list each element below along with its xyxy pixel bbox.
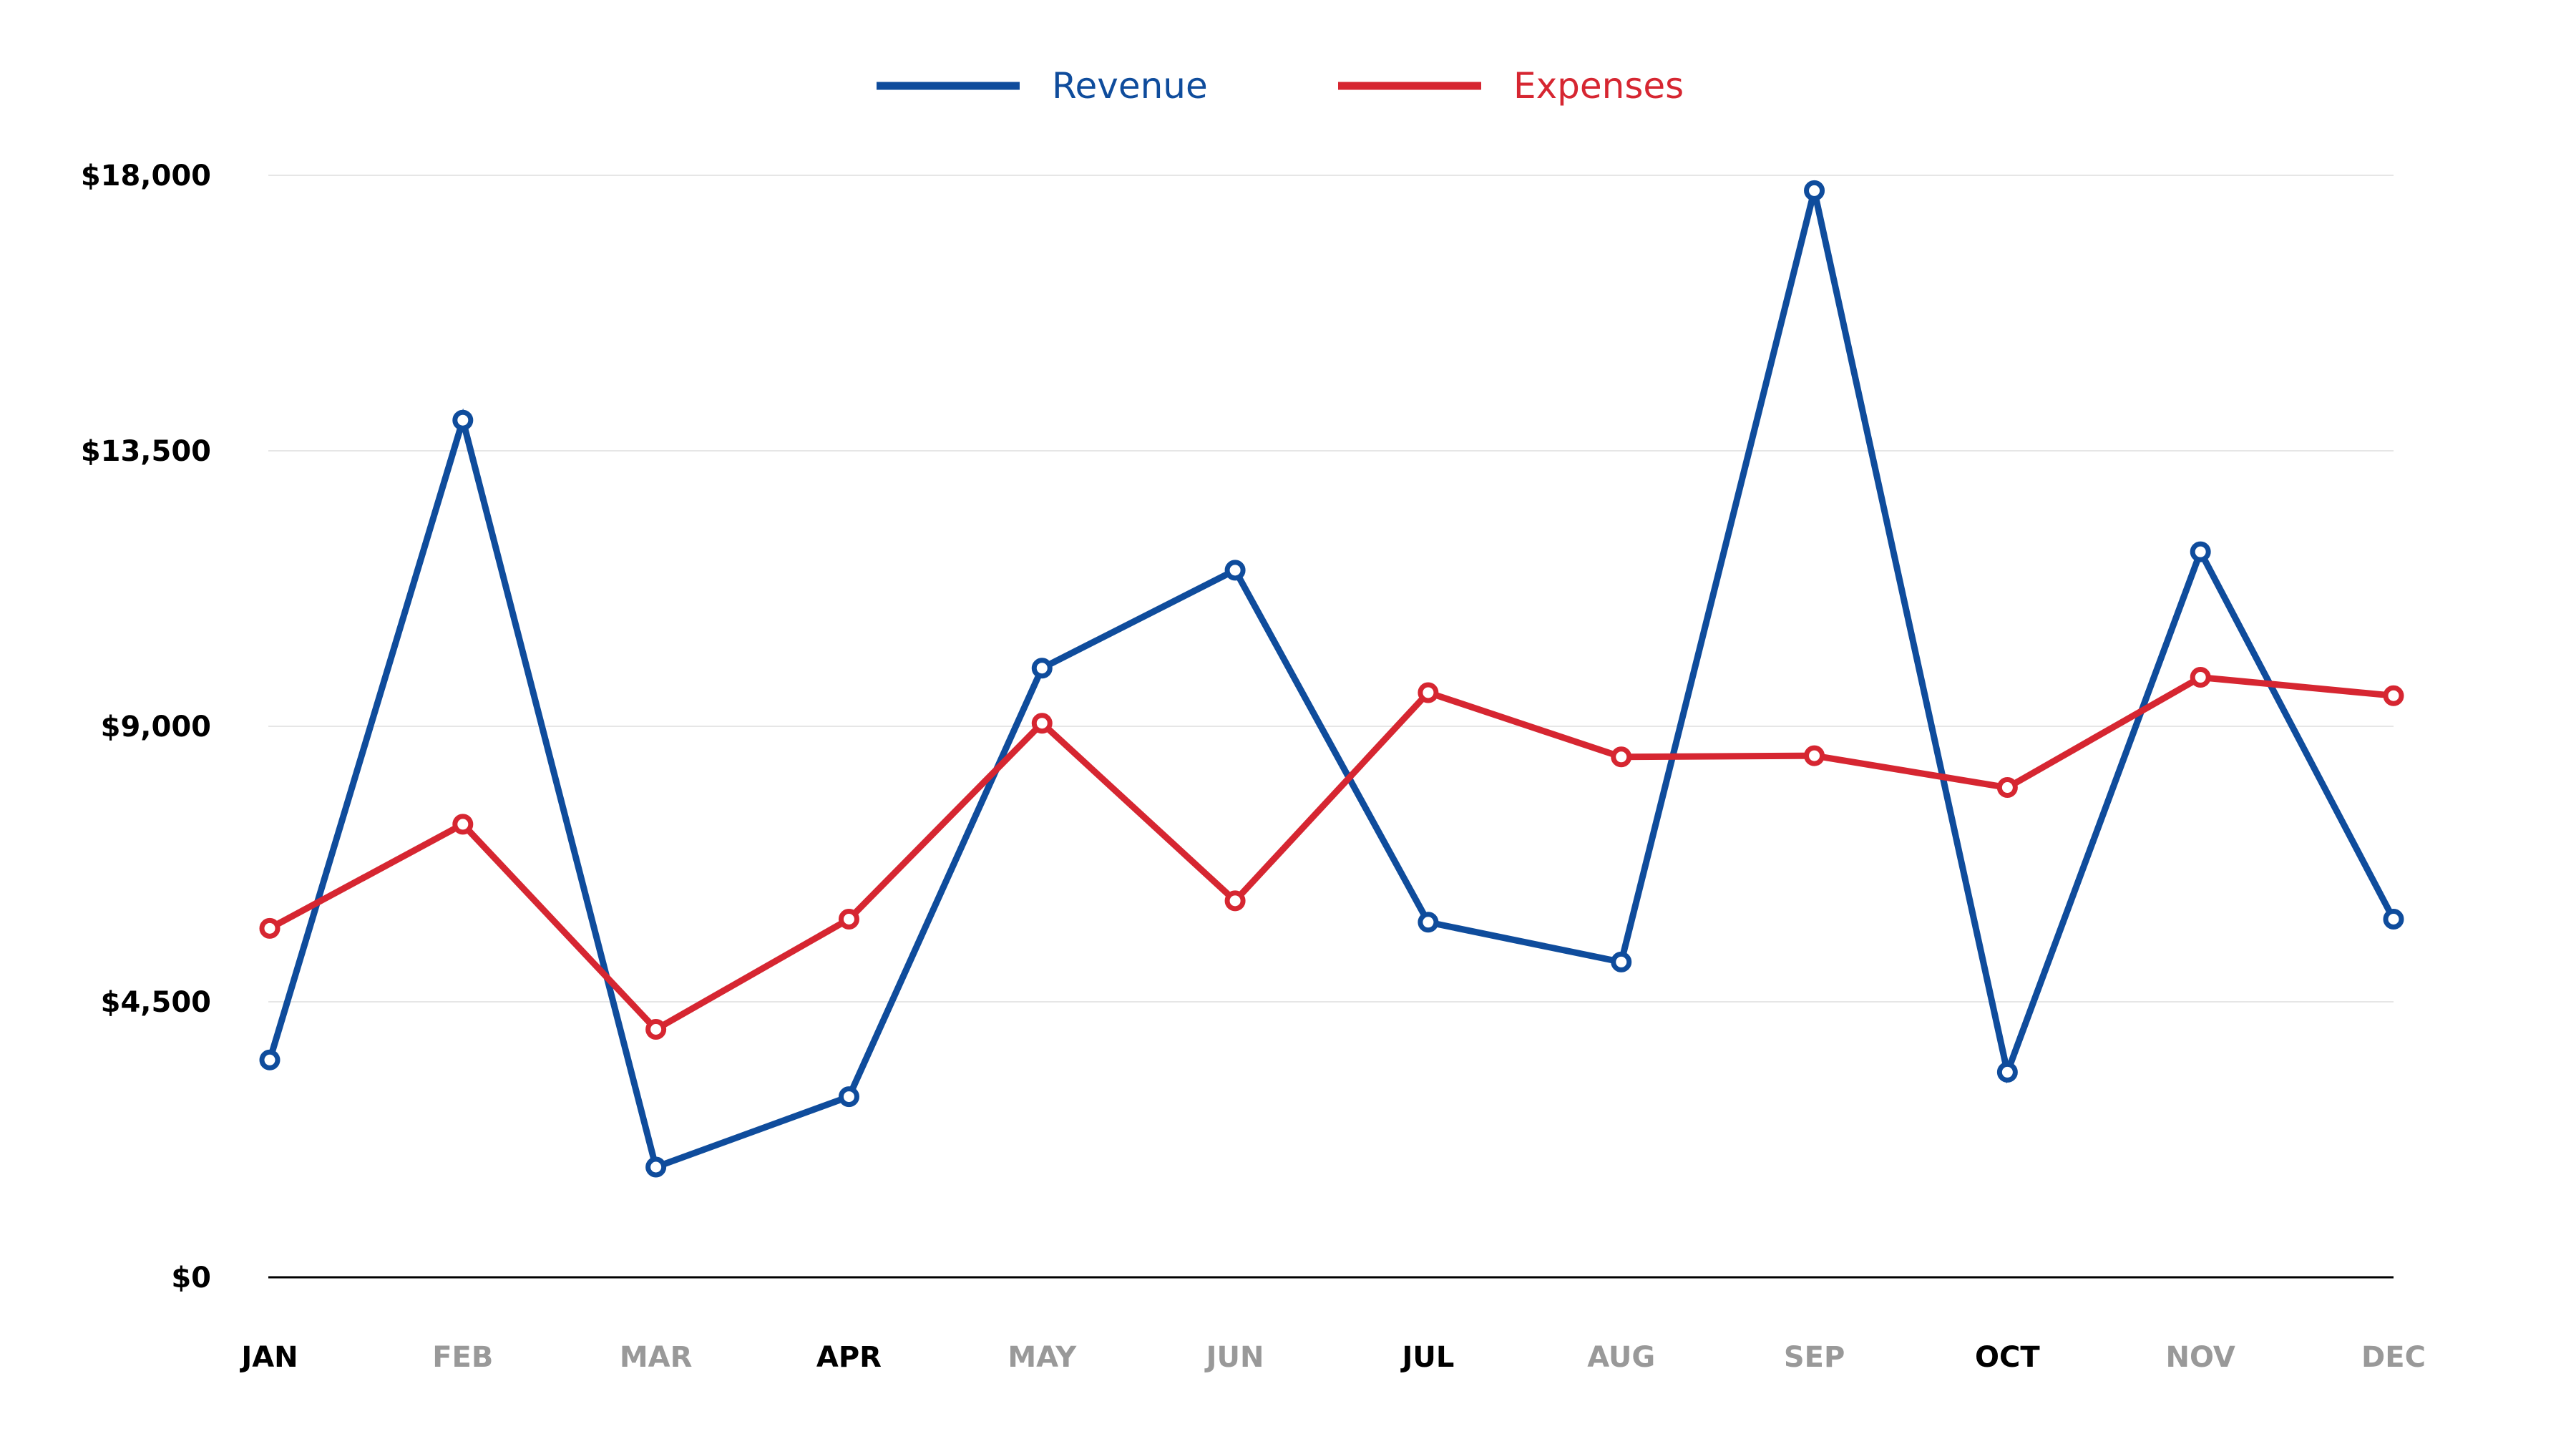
series-expenses	[259, 667, 2404, 1040]
data-point	[1418, 912, 1439, 933]
x-tick-label: JUN	[1204, 1341, 1264, 1374]
data-point	[1804, 180, 1825, 201]
x-tick-label: MAR	[620, 1341, 693, 1374]
y-tick-label: $18,000	[81, 160, 211, 192]
x-axis: JAN FEB MAR APR MAY JUN JUL AUG SEP OCT NOV DEC	[239, 1276, 2426, 1374]
legend-label: Revenue	[1052, 65, 1208, 107]
data-point	[1418, 682, 1439, 703]
x-tick-label: AUG	[1587, 1341, 1655, 1374]
data-point	[1611, 746, 1632, 768]
x-tick-label: MAY	[1008, 1341, 1077, 1374]
data-point	[259, 1049, 280, 1070]
data-point	[645, 1019, 667, 1040]
y-tick-label: $4,500	[101, 986, 211, 1019]
legend-item-expenses: Expenses	[1338, 65, 1684, 107]
x-tick-label: OCT	[1975, 1341, 2040, 1374]
y-axis: $0 $4,500 $9,000 $13,500 $18,000	[81, 160, 211, 1294]
x-tick-label: NOV	[2165, 1341, 2235, 1374]
x-tick-label: DEC	[2361, 1341, 2426, 1374]
data-point	[2190, 667, 2211, 688]
data-point	[1224, 560, 1246, 581]
data-point	[1224, 890, 1246, 912]
data-point	[645, 1156, 667, 1178]
y-tick-label: $0	[171, 1262, 211, 1294]
data-point	[1031, 658, 1053, 679]
series-line	[266, 190, 2397, 1171]
series-layer	[259, 180, 2404, 1178]
data-point	[1031, 713, 1053, 734]
data-point	[838, 909, 859, 930]
legend-label: Expenses	[1513, 65, 1684, 107]
data-point	[1996, 1061, 2018, 1083]
y-tick-label: $9,000	[101, 711, 211, 743]
x-tick-label: SEP	[1784, 1341, 1845, 1374]
data-point	[1611, 951, 1632, 972]
legend: Revenue Expenses	[877, 65, 1684, 107]
x-tick-label: FEB	[432, 1341, 493, 1374]
data-point	[259, 917, 280, 939]
data-point	[1804, 745, 1825, 766]
data-point	[2383, 909, 2404, 930]
data-point	[838, 1086, 859, 1108]
legend-item-revenue: Revenue	[877, 65, 1208, 107]
series-line	[266, 673, 2397, 1034]
x-tick-label: JAN	[239, 1341, 298, 1374]
data-point	[452, 409, 474, 431]
data-point	[452, 814, 474, 835]
data-point	[1996, 777, 2018, 799]
y-tick-label: $13,500	[81, 435, 211, 468]
x-tick-label: JUL	[1400, 1341, 1454, 1374]
series-revenue	[259, 180, 2404, 1178]
data-point	[2190, 541, 2211, 562]
data-point	[2383, 685, 2404, 706]
gridlines	[268, 175, 2394, 1003]
x-tick-label: APR	[816, 1341, 882, 1374]
